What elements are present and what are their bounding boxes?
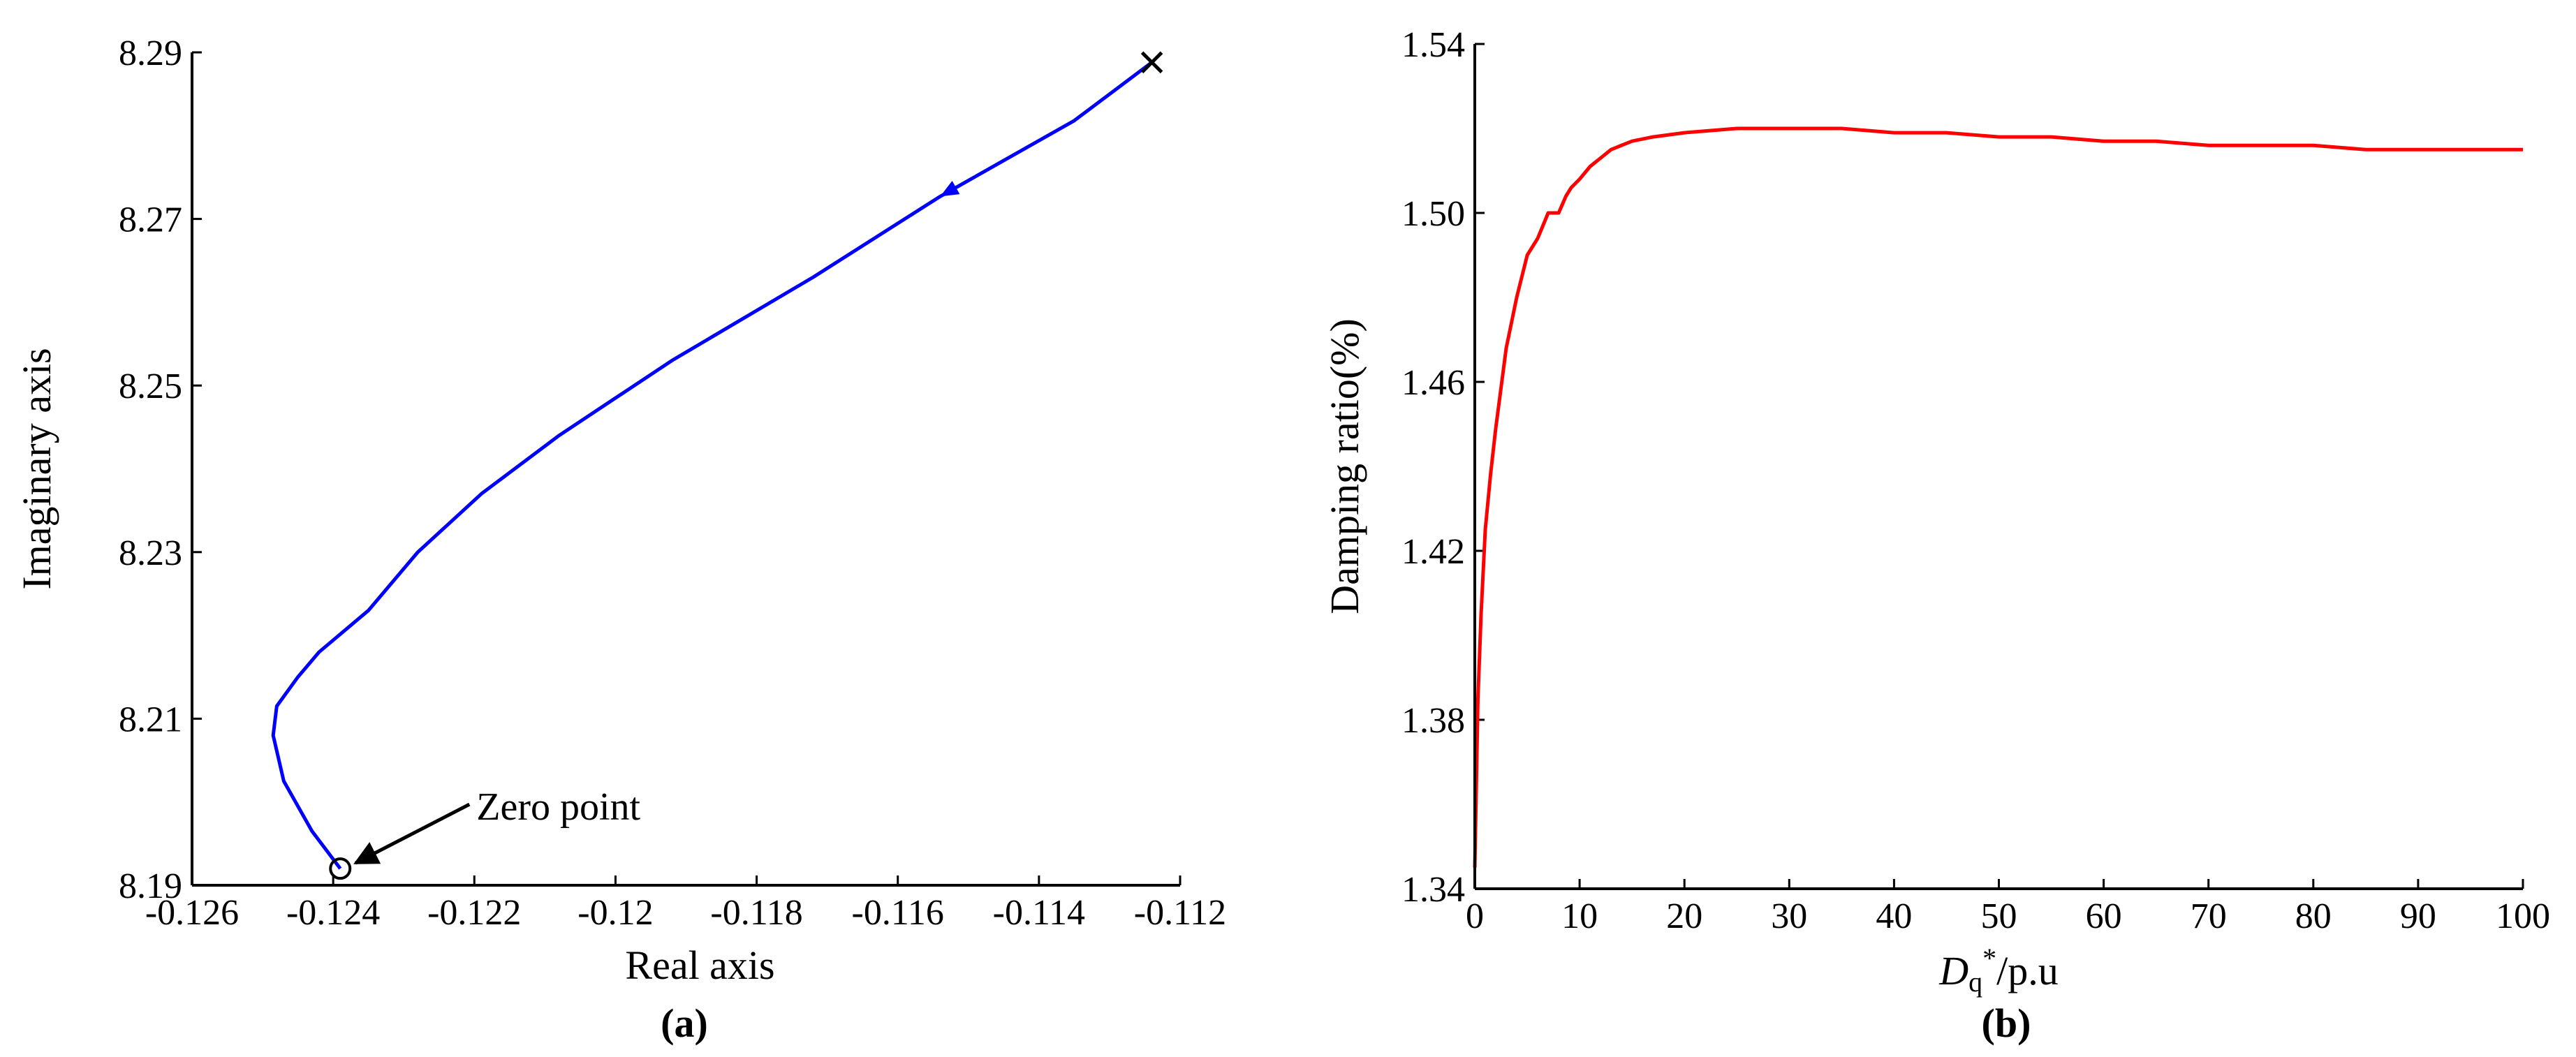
x-tick-label: 20 xyxy=(1666,896,1702,936)
x-axis-label-b-sub: q xyxy=(1968,966,1982,998)
x-tick-label: 60 xyxy=(2086,896,2122,936)
x-tick-label: 30 xyxy=(1771,896,1807,936)
y-axis-label-a: Imaginary axis xyxy=(14,348,59,589)
y-tick-label: 1.46 xyxy=(1401,363,1465,403)
x-tick-label: -0.118 xyxy=(710,893,802,933)
x-axis-label-a: Real axis xyxy=(625,943,774,988)
y-tick-label: 8.25 xyxy=(119,367,182,406)
x-axis-label-b: Dq*/p.u xyxy=(1938,943,2059,998)
y-tick-label: 1.34 xyxy=(1401,870,1465,910)
axis-ticks-b: 0 10 20 30 40 50 60 70 80 90 100 1.34 1.38 1.42 1.46 1.… xyxy=(1401,25,2550,936)
x-tick-label: -0.124 xyxy=(286,893,380,933)
y-tick-label: 8.29 xyxy=(119,34,182,73)
panel-label-a: (a) xyxy=(661,1000,708,1046)
x-tick-label: -0.122 xyxy=(427,893,521,933)
x-tick-label: 50 xyxy=(1981,896,2017,936)
x-tick-label: 80 xyxy=(2295,896,2332,936)
y-tick-label: 1.42 xyxy=(1401,532,1465,572)
x-tick-label: 10 xyxy=(1561,896,1598,936)
x-axis-label-b-sup: * xyxy=(1982,943,1996,974)
x-tick-label: 90 xyxy=(2400,896,2436,936)
root-locus-series xyxy=(271,51,1163,880)
x-tick-label: -0.112 xyxy=(1134,893,1226,933)
y-tick-label: 8.27 xyxy=(119,200,182,240)
pole-cross-marker xyxy=(1140,51,1163,74)
x-tick-label: 100 xyxy=(2496,896,2550,936)
y-tick-label: 8.19 xyxy=(119,866,182,906)
zero-point-annotation: Zero point xyxy=(476,785,640,829)
axes-frame-b xyxy=(1473,44,2523,890)
damping-ratio-series xyxy=(1473,126,2523,868)
zero-point-arrow xyxy=(353,802,471,865)
y-axis-label-b: Damping ratio(%) xyxy=(1322,318,1367,614)
x-tick-label: 40 xyxy=(1876,896,1912,936)
series-line xyxy=(271,61,1154,870)
x-axis-label-b-main: D xyxy=(1938,948,1968,993)
x-tick-label: -0.126 xyxy=(145,893,239,933)
x-tick-label: -0.12 xyxy=(577,893,653,933)
y-tick-label: 1.50 xyxy=(1401,194,1465,234)
axes-frame-a xyxy=(191,52,1180,887)
panel-label-b: (b) xyxy=(1982,1000,2031,1046)
root-locus-panel: -0.126 -0.124 -0.122 -0.12 -0.118 -0.116 -0.11… xyxy=(14,34,1226,1046)
direction-arrow-marker xyxy=(940,181,960,197)
x-tick-label: -0.114 xyxy=(993,893,1085,933)
zero-circle-marker xyxy=(329,857,352,880)
damping-ratio-panel: 0 10 20 30 40 50 60 70 80 90 100 1.34 1.38 1.42 1.46 1.… xyxy=(1322,25,2550,1046)
series-line xyxy=(1473,126,2523,868)
x-tick-label: 0 xyxy=(1466,896,1484,936)
y-tick-label: 8.23 xyxy=(119,533,182,573)
x-tick-label: -0.116 xyxy=(852,893,944,933)
y-tick-label: 1.54 xyxy=(1401,25,1465,65)
y-tick-label: 8.21 xyxy=(119,700,182,739)
x-tick-label: 70 xyxy=(2191,896,2227,936)
axis-ticks-a: -0.126 -0.124 -0.122 -0.12 -0.118 -0.116 -0.11… xyxy=(119,34,1226,933)
x-axis-label-b-unit: /p.u xyxy=(1996,948,2059,993)
y-tick-label: 1.38 xyxy=(1401,701,1465,741)
